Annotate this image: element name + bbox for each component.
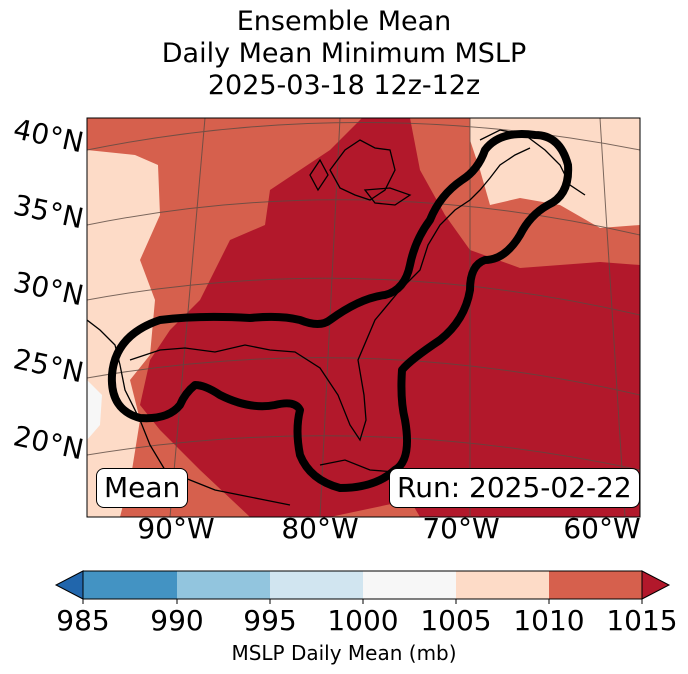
colorbar-bin-985-990	[83, 571, 177, 599]
colorbar-tick-1015: 1015	[606, 604, 678, 637]
colorbar-tick-985: 985	[56, 604, 110, 637]
parallel-40n	[87, 122, 640, 151]
great-lakes	[329, 139, 396, 201]
colorbar-bin-990-995	[177, 571, 270, 599]
colorbar-bin-995-1000	[270, 571, 363, 599]
coastline-us-east	[129, 147, 531, 442]
lon-label-60w: 60°W	[563, 512, 641, 545]
field-above-1015	[140, 118, 640, 517]
lon-label-70w: 70°W	[422, 512, 500, 545]
parallel-30n	[87, 277, 640, 316]
colorbar-tick-1010: 1010	[513, 604, 585, 637]
lon-label-80w: 80°W	[281, 512, 359, 545]
colorbar-ticks	[82, 599, 643, 604]
colorbar-tick-1005: 1005	[420, 604, 492, 637]
title-line-1: Ensemble Mean	[236, 6, 452, 37]
map-frame	[86, 117, 641, 518]
colorbar-label: MSLP Daily Mean (mb)	[231, 641, 457, 665]
parallel-25n	[87, 357, 640, 396]
coastline-gulf-mexico	[87, 319, 291, 506]
pressure-field	[87, 118, 640, 517]
lake-michigan	[309, 158, 329, 192]
colorbar-tick-1000: 1000	[327, 604, 399, 637]
field-1005-1010-west-inner	[87, 160, 150, 370]
colorbar-tick-990: 990	[150, 604, 204, 637]
mean-contour	[107, 130, 573, 492]
run-date-box: Run: 2025-02-22	[389, 468, 640, 508]
lon-label-90w: 90°W	[137, 512, 215, 545]
parallel-35n	[87, 199, 640, 236]
colorbar-bin-1005-1010	[456, 571, 549, 599]
colorbar-bin-1010-1015	[549, 571, 642, 599]
mean-label-box: Mean	[96, 468, 189, 508]
colorbar-tick-995: 995	[243, 604, 297, 637]
colorbar-extend-high	[641, 570, 671, 600]
meridian-60w	[599, 118, 626, 517]
field-1000-1005-west	[87, 380, 102, 440]
lake-erie	[363, 187, 412, 206]
title-line-2: Daily Mean Minimum MSLP	[161, 38, 527, 69]
title-line-3: 2025-03-18 12z-12z	[207, 70, 481, 101]
colorbar-extend-low	[54, 570, 84, 600]
field-1005-1010-northeast	[470, 118, 640, 228]
colorbar-bin-1000-1005	[363, 571, 456, 599]
